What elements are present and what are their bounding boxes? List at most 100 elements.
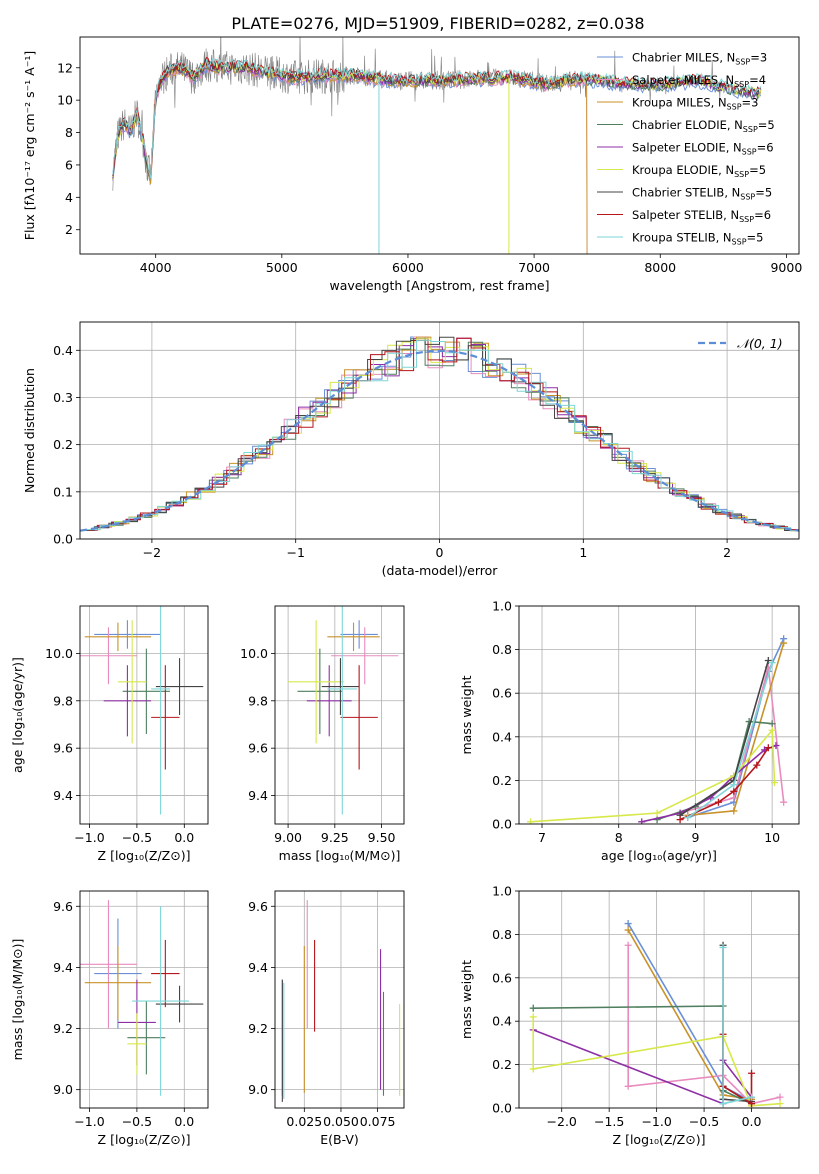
x-tick-label: −1.0 <box>641 1114 671 1129</box>
x-axis-label: (data-model)/error <box>382 563 499 578</box>
x-tick-label: −2 <box>143 545 161 560</box>
spectrum-model-line <box>112 63 588 254</box>
mass-weight-point <box>730 787 738 795</box>
mass-weight-point <box>624 941 632 949</box>
legend-entry: Salpeter MILES, NSSP=4 <box>632 73 766 89</box>
residuals-plot-area <box>80 322 799 539</box>
x-tick-label: 0.0 <box>742 1114 762 1129</box>
residual-histogram <box>80 336 799 531</box>
gaussian-legend-label: 𝒩(0, 1) <box>737 336 783 351</box>
y-tick-label: 0.3 <box>53 390 73 405</box>
y-tick-label: 1.0 <box>492 599 512 614</box>
x-tick-label: −1 <box>286 545 304 560</box>
x-axis-label: mass [log₁₀(M/M⊙)] <box>279 848 401 863</box>
legend-entry: Kroupa STELIB, NSSP=5 <box>632 231 763 247</box>
mass-weight-point <box>684 813 692 821</box>
y-tick-label: 9.0 <box>53 1082 73 1097</box>
legend-entry: Chabrier STELIB, NSSP=5 <box>632 186 772 202</box>
mass-weight-point <box>624 920 632 928</box>
y-tick-label: 4 <box>65 190 73 205</box>
spectrum-model-line <box>112 63 588 254</box>
legend-entry: Salpeter ELODIE, NSSP=6 <box>632 141 774 157</box>
y-tick-label: 0.6 <box>492 686 512 701</box>
age-vs-z-frame <box>79 605 209 825</box>
y-tick-label: 0.0 <box>492 1101 512 1116</box>
mass-weight-vs-age-panel: 7 8 9 10 0.0 0.2 0.4 0.6 0.8 1.0 age [log₁₀(age/yr… <box>459 599 800 863</box>
mass-weight-line <box>530 728 776 823</box>
y-tick-label: 9.4 <box>248 960 268 975</box>
y-axis-label: Flux [fλ10⁻¹⁷ erg cm⁻² s⁻¹ A⁻¹] <box>22 51 37 240</box>
x-tick-label: 9000 <box>770 260 802 275</box>
y-tick-label: 0.4 <box>492 1014 512 1029</box>
mass-weight-point <box>624 1082 632 1090</box>
spectrum-legend: Chabrier MILES, NSSP=3 Salpeter MILES, NS… <box>597 51 775 247</box>
mass-weight-point <box>719 1100 727 1108</box>
mass-weight-point <box>676 816 684 824</box>
x-tick-label: 1 <box>579 545 587 560</box>
age-vs-mass-frame <box>274 605 405 825</box>
x-tick-label: −0.5 <box>122 830 152 845</box>
mass-weight-point <box>748 1100 756 1108</box>
mass-weight-point <box>776 1093 784 1101</box>
y-tick-label: 2 <box>65 222 73 237</box>
legend-entry: Salpeter STELIB, NSSP=6 <box>632 208 771 224</box>
mass-weight-point <box>748 1093 756 1101</box>
mass-vs-ebv-frame <box>274 890 405 1109</box>
mass-weight-point <box>529 1013 537 1021</box>
x-tick-label: −1.0 <box>74 830 104 845</box>
x-tick-label: 0.0 <box>174 830 194 845</box>
figure-title: PLATE=0276, MJD=51909, FIBERID=0282, z=0… <box>231 14 644 33</box>
mass-vs-ebv-panel: 0.025 0.050 0.075 9.0 9.2 9.4 9.6 E(B-V) <box>248 890 405 1147</box>
x-tick-label: 0 <box>436 545 444 560</box>
x-tick-label: 0.025 <box>286 1114 322 1129</box>
y-tick-label: 0.2 <box>492 773 512 788</box>
x-tick-label: −0.5 <box>689 1114 719 1129</box>
x-tick-label: 9.25 <box>321 830 349 845</box>
legend-entry: Chabrier ELODIE, NSSP=5 <box>632 118 775 134</box>
y-tick-label: 1.0 <box>492 884 512 899</box>
legend-entry: Kroupa MILES, NSSP=3 <box>632 96 758 112</box>
y-axis-label: mass weight <box>459 960 474 1039</box>
y-tick-label: 9.8 <box>248 693 268 708</box>
x-tick-label: −1.0 <box>74 1114 104 1129</box>
mass-weight-vs-age-plot-area <box>519 606 799 824</box>
x-tick-label: −0.5 <box>122 1114 152 1129</box>
x-tick-label: 2 <box>723 545 731 560</box>
y-tick-label: 9.4 <box>248 788 268 803</box>
y-tick-label: 9.2 <box>248 1021 268 1036</box>
y-tick-label: 0.0 <box>492 817 512 832</box>
y-tick-label: 9.2 <box>53 1021 73 1036</box>
mass-weight-point <box>776 1100 784 1108</box>
mass-weight-point <box>768 720 776 728</box>
y-tick-label: 9.6 <box>53 899 73 914</box>
y-tick-label: 9.8 <box>53 693 73 708</box>
mass-weight-point <box>780 798 788 806</box>
y-tick-label: 9.6 <box>248 741 268 756</box>
y-tick-label: 8 <box>65 125 73 140</box>
gaussian-curve <box>80 349 799 532</box>
mass-weight-vs-z-frame <box>518 890 800 1109</box>
y-tick-label: 9.4 <box>53 960 73 975</box>
x-tick-label: 6000 <box>392 260 424 275</box>
y-tick-label: 9.6 <box>53 741 73 756</box>
mass-weight-line <box>687 638 785 819</box>
residual-histogram <box>85 340 799 532</box>
x-tick-label: 9 <box>691 830 699 845</box>
y-tick-label: 12 <box>57 60 73 75</box>
y-tick-label: 9.4 <box>53 788 73 803</box>
y-tick-label: 10.0 <box>45 646 73 661</box>
spectrum-frame <box>79 36 800 255</box>
mass-weight-vs-z-plot-area <box>519 891 799 1108</box>
y-tick-label: 0.8 <box>492 642 512 657</box>
y-tick-label: 0.6 <box>492 970 512 985</box>
y-tick-label: 0.8 <box>492 927 512 942</box>
mass-weight-point <box>780 639 788 647</box>
mass-weight-point <box>714 798 722 806</box>
age-vs-z-panel: −1.0 −0.5 0.0 9.4 9.6 9.8 10.0 Z [log₁₀(Z/Z⊙)] a… <box>10 605 209 863</box>
spectrum-panel: 4000 5000 6000 7000 8000 9000 2 4 6 8 10 12 waveleng… <box>22 36 802 293</box>
y-tick-label: 10 <box>57 93 73 108</box>
y-tick-label: 0.2 <box>53 437 73 452</box>
x-tick-label: 7000 <box>518 260 550 275</box>
mass-weight-point <box>730 794 738 802</box>
